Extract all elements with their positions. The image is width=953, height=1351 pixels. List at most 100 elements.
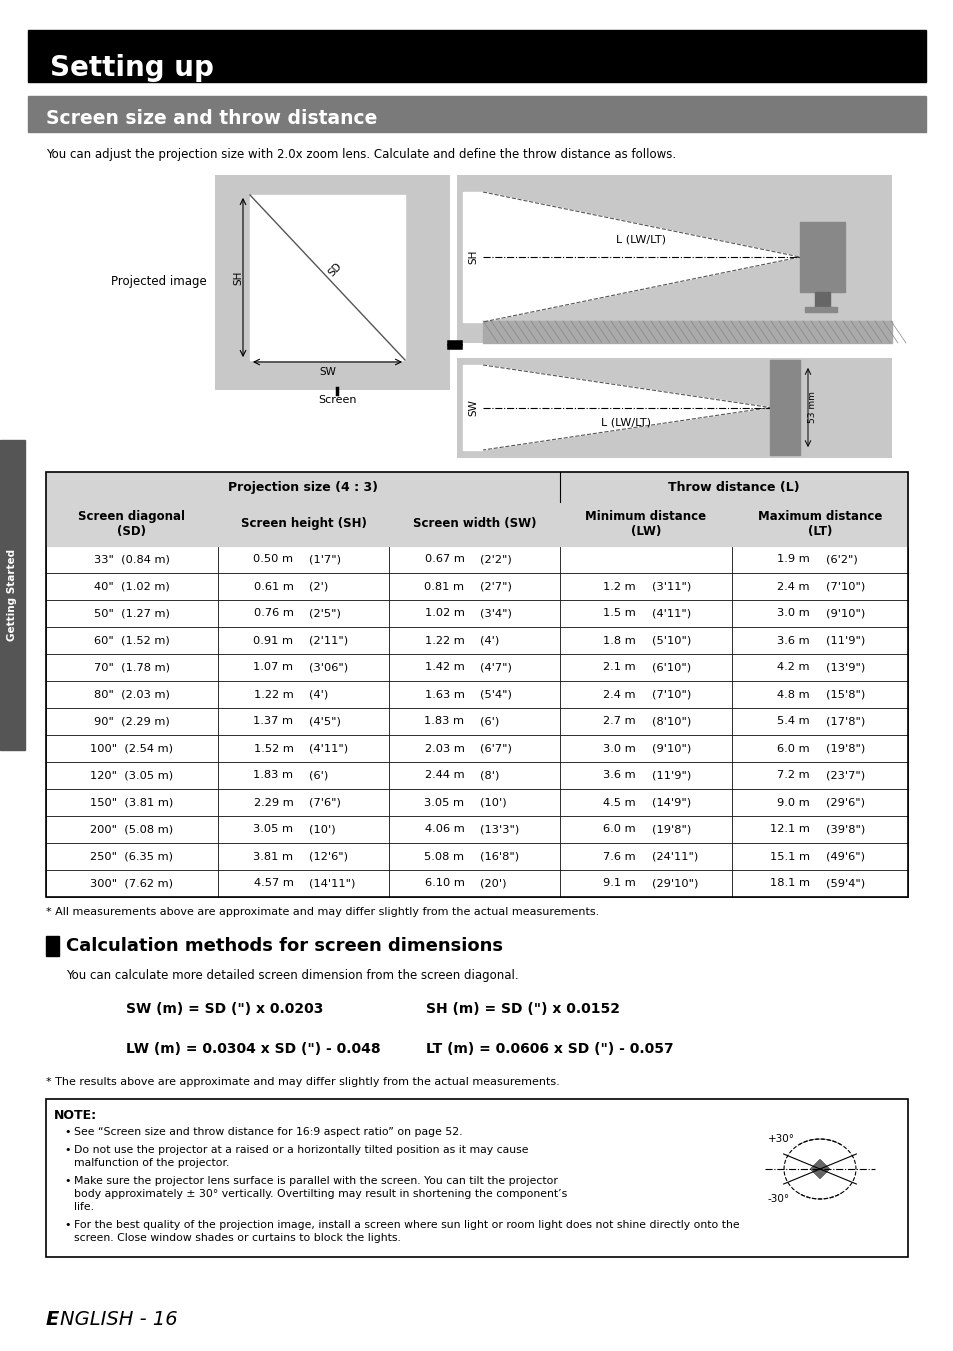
Text: 2.29 m: 2.29 m bbox=[253, 797, 294, 808]
Text: (3'4"): (3'4") bbox=[480, 608, 512, 619]
Text: (2'): (2') bbox=[309, 581, 329, 592]
Text: Projection size (4 : 3): Projection size (4 : 3) bbox=[228, 481, 377, 493]
Text: (7'10"): (7'10") bbox=[651, 689, 691, 700]
Text: •: • bbox=[64, 1220, 71, 1229]
Text: 1.37 m: 1.37 m bbox=[253, 716, 294, 727]
Bar bbox=[0, 440, 25, 750]
Text: 150"  (3.81 m): 150" (3.81 m) bbox=[91, 797, 173, 808]
Bar bbox=[389, 546, 559, 573]
Text: Throw distance (L): Throw distance (L) bbox=[667, 481, 799, 493]
Bar bbox=[46, 573, 218, 600]
Bar bbox=[389, 843, 559, 870]
Bar bbox=[46, 654, 218, 681]
Text: (29'6"): (29'6") bbox=[825, 797, 864, 808]
Text: SH: SH bbox=[233, 270, 243, 285]
Text: 1.2 m: 1.2 m bbox=[602, 581, 636, 592]
Bar bbox=[46, 471, 907, 897]
Text: 0.67 m: 0.67 m bbox=[424, 554, 464, 565]
Text: Make sure the projector lens surface is parallel with the screen. You can tilt t: Make sure the projector lens surface is … bbox=[74, 1175, 558, 1186]
Text: L (LW/LT): L (LW/LT) bbox=[601, 417, 651, 427]
Text: SW: SW bbox=[318, 367, 335, 377]
Bar bbox=[46, 708, 218, 735]
Text: (8'10"): (8'10") bbox=[651, 716, 691, 727]
Text: (13'9"): (13'9") bbox=[825, 662, 864, 673]
Bar bbox=[46, 1098, 907, 1256]
Bar bbox=[46, 503, 218, 546]
Text: E: E bbox=[46, 1310, 59, 1329]
Bar bbox=[46, 762, 218, 789]
Bar bbox=[482, 322, 891, 343]
Bar bbox=[559, 816, 731, 843]
Text: screen. Close window shades or curtains to block the lights.: screen. Close window shades or curtains … bbox=[74, 1233, 400, 1243]
Text: 1.5 m: 1.5 m bbox=[602, 608, 636, 619]
Text: 6.0 m: 6.0 m bbox=[777, 743, 809, 754]
Bar bbox=[389, 503, 559, 546]
Bar bbox=[218, 600, 389, 627]
Text: (16'8"): (16'8") bbox=[480, 851, 519, 862]
Text: 1.83 m: 1.83 m bbox=[253, 770, 294, 781]
Text: 9.1 m: 9.1 m bbox=[602, 878, 636, 889]
Text: 4.06 m: 4.06 m bbox=[424, 824, 464, 835]
Text: 1.83 m: 1.83 m bbox=[424, 716, 464, 727]
Text: 2.1 m: 2.1 m bbox=[602, 662, 636, 673]
Text: 15.1 m: 15.1 m bbox=[769, 851, 809, 862]
Text: You can calculate more detailed screen dimension from the screen diagonal.: You can calculate more detailed screen d… bbox=[66, 969, 518, 982]
Text: SH (m) = SD (") x 0.0152: SH (m) = SD (") x 0.0152 bbox=[426, 1002, 619, 1016]
Text: 40"  (1.02 m): 40" (1.02 m) bbox=[94, 581, 170, 592]
Text: (10'): (10') bbox=[309, 824, 335, 835]
Text: 3.6 m: 3.6 m bbox=[777, 635, 809, 646]
Bar bbox=[46, 471, 559, 503]
Text: (2'2"): (2'2") bbox=[480, 554, 512, 565]
Text: 250"  (6.35 m): 250" (6.35 m) bbox=[91, 851, 173, 862]
Bar bbox=[46, 843, 218, 870]
Text: (49'6"): (49'6") bbox=[825, 851, 864, 862]
Text: 70"  (1.78 m): 70" (1.78 m) bbox=[94, 662, 170, 673]
Bar bbox=[389, 708, 559, 735]
Text: (4'5"): (4'5") bbox=[309, 716, 341, 727]
Bar bbox=[731, 627, 907, 654]
Bar bbox=[218, 627, 389, 654]
Text: 200"  (5.08 m): 200" (5.08 m) bbox=[91, 824, 173, 835]
Text: NOTE:: NOTE: bbox=[54, 1109, 97, 1121]
Bar bbox=[28, 96, 925, 132]
Bar bbox=[456, 358, 891, 458]
Text: 3.81 m: 3.81 m bbox=[253, 851, 294, 862]
Text: •: • bbox=[64, 1127, 71, 1138]
Bar bbox=[46, 936, 59, 957]
Bar bbox=[559, 708, 731, 735]
Text: (4'11"): (4'11") bbox=[309, 743, 348, 754]
Polygon shape bbox=[810, 1161, 828, 1178]
Text: 2.7 m: 2.7 m bbox=[602, 716, 636, 727]
Bar bbox=[559, 627, 731, 654]
Text: (19'8"): (19'8") bbox=[651, 824, 691, 835]
Text: 12.1 m: 12.1 m bbox=[769, 824, 809, 835]
Bar bbox=[731, 870, 907, 897]
Bar bbox=[814, 292, 829, 307]
Text: SD: SD bbox=[326, 261, 343, 278]
Text: 100"  (2.54 m): 100" (2.54 m) bbox=[91, 743, 173, 754]
Text: Maximum distance
(LT): Maximum distance (LT) bbox=[757, 509, 882, 538]
Text: You can adjust the projection size with 2.0x zoom lens. Calculate and define the: You can adjust the projection size with … bbox=[46, 149, 676, 161]
Bar bbox=[731, 600, 907, 627]
Text: 0.81 m: 0.81 m bbox=[424, 581, 464, 592]
Text: For the best quality of the projection image, install a screen where sun light o: For the best quality of the projection i… bbox=[74, 1220, 739, 1229]
Bar bbox=[731, 573, 907, 600]
Text: 4.2 m: 4.2 m bbox=[777, 662, 809, 673]
Text: (6'7"): (6'7") bbox=[480, 743, 512, 754]
Text: (13'3"): (13'3") bbox=[480, 824, 519, 835]
Bar bbox=[559, 600, 731, 627]
Bar bbox=[731, 654, 907, 681]
Text: -30°: -30° bbox=[767, 1194, 789, 1204]
Text: (6'): (6') bbox=[309, 770, 329, 781]
Text: 3.0 m: 3.0 m bbox=[602, 743, 636, 754]
Text: 3.0 m: 3.0 m bbox=[777, 608, 809, 619]
Text: Getting Started: Getting Started bbox=[7, 549, 17, 642]
Bar bbox=[218, 654, 389, 681]
Bar bbox=[218, 789, 389, 816]
Text: 1.52 m: 1.52 m bbox=[253, 743, 294, 754]
Text: Screen: Screen bbox=[318, 394, 356, 405]
Text: 4.57 m: 4.57 m bbox=[253, 878, 294, 889]
Bar bbox=[389, 870, 559, 897]
Text: (7'6"): (7'6") bbox=[309, 797, 341, 808]
Bar bbox=[731, 735, 907, 762]
